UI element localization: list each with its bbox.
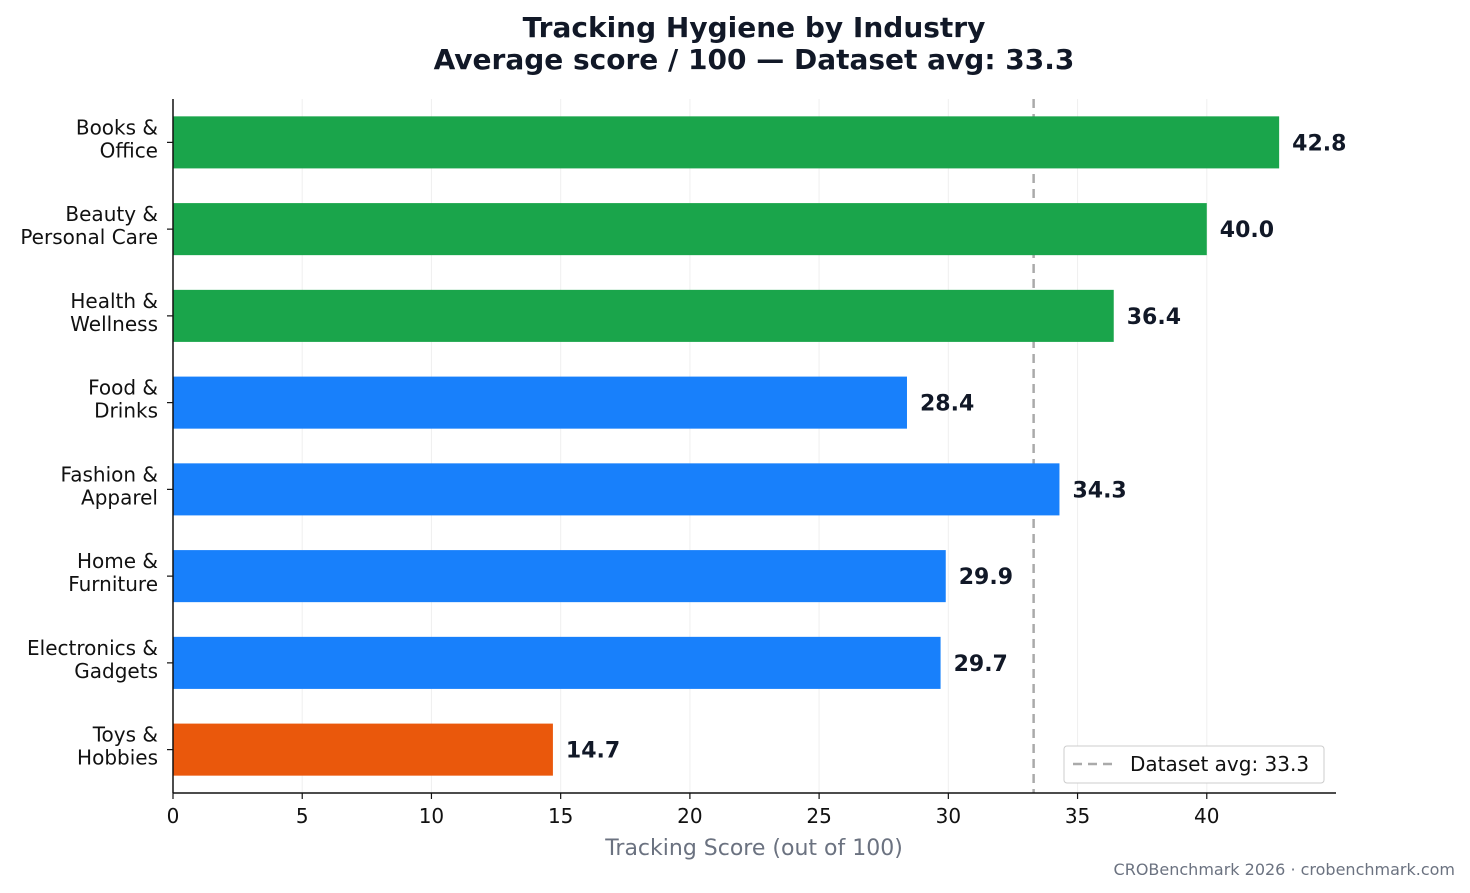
y-tick-labels: Books &Office Beauty &Personal Care Health… — [20, 115, 173, 770]
bar — [173, 550, 946, 603]
value-label: 42.8 — [1292, 131, 1346, 156]
x-tick-label: 35 — [1065, 804, 1090, 828]
legend-box — [1063, 745, 1325, 784]
category-label: Books & — [76, 115, 158, 139]
value-label: 34.3 — [1072, 478, 1126, 503]
category-label: Wellness — [70, 312, 158, 336]
x-tick-label: 0 — [167, 804, 180, 828]
x-tick-label: 5 — [296, 804, 309, 828]
x-tick-label: 25 — [806, 804, 831, 828]
x-tick-label: 20 — [677, 804, 702, 828]
value-label: 40.0 — [1220, 218, 1274, 243]
value-labels: 42.8 40.0 36.4 28.4 34.3 29.9 29.7 14.7 — [566, 131, 1347, 763]
bar — [173, 636, 941, 689]
x-axis-title: Tracking Score (out of 100) — [604, 836, 903, 861]
value-label: 14.7 — [566, 739, 620, 764]
bar — [173, 116, 1280, 169]
value-label: 29.7 — [954, 652, 1008, 677]
category-label: Hobbies — [77, 746, 158, 770]
category-label: Gadgets — [74, 659, 158, 683]
bar — [173, 463, 1060, 516]
category-label: Drinks — [94, 399, 158, 423]
bar — [173, 289, 1114, 342]
category-label: Personal Care — [20, 225, 158, 249]
x-tick-label: 40 — [1194, 804, 1219, 828]
x-tick-label: 30 — [936, 804, 961, 828]
category-label: Food & — [88, 376, 158, 400]
category-label: Toys & — [92, 723, 158, 747]
bars — [173, 116, 1280, 776]
footer-credit: CROBenchmark 2026 · crobenchmark.com — [1114, 860, 1455, 879]
x-tick-label: 15 — [548, 804, 573, 828]
bar — [173, 203, 1207, 256]
x-tick-label: 10 — [419, 804, 444, 828]
category-label: Health & — [70, 289, 158, 313]
chart-title: Tracking Hygiene by Industry — [523, 11, 986, 44]
category-label: Office — [100, 138, 158, 162]
category-label: Electronics & — [27, 636, 158, 660]
legend: Dataset avg: 33.3 — [1063, 745, 1325, 784]
category-label: Apparel — [81, 485, 158, 509]
value-label: 28.4 — [920, 392, 974, 417]
bar — [173, 723, 553, 776]
category-label: Furniture — [68, 572, 158, 596]
category-label: Beauty & — [65, 202, 158, 226]
category-label: Home & — [77, 549, 158, 573]
category-label: Fashion & — [61, 462, 158, 486]
x-tick-labels: 0 5 10 15 20 25 30 35 40 — [167, 793, 1220, 828]
legend-entry-label: Dataset avg: 33.3 — [1130, 752, 1309, 776]
value-label: 29.9 — [959, 565, 1013, 590]
bar — [173, 376, 907, 429]
chart-subtitle: Average score / 100 — Dataset avg: 33.3 — [434, 43, 1075, 76]
value-label: 36.4 — [1127, 305, 1181, 330]
